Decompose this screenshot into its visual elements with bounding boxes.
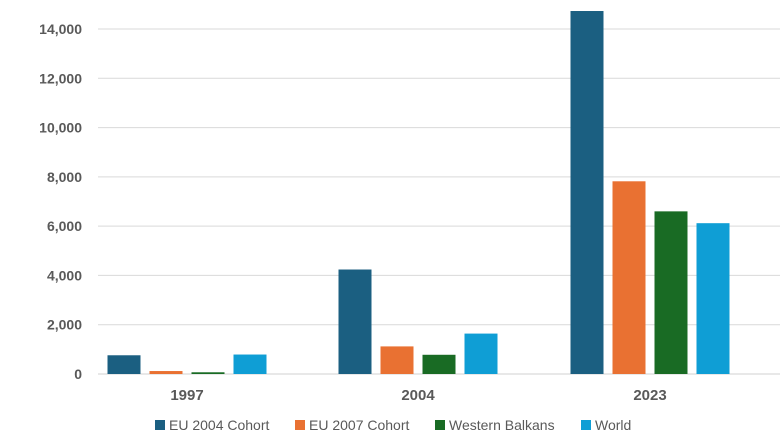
legend: EU 2004 Cohort EU 2007 Cohort Western Balk… [155,417,631,433]
bar-eu-2007-cohort-1997 [149,371,183,374]
y-axis-tick-labels: 0 2,000 4,000 6,000 8,000 10,000 12,000 14,000 [39,21,82,382]
bar-world-1997 [233,354,267,374]
bars [107,11,730,375]
y-tick-label: 2,000 [47,317,82,333]
y-tick-label: 12,000 [39,70,82,86]
bar-eu-2004-cohort-2023 [570,11,604,375]
legend-label: EU 2004 Cohort [169,417,270,433]
legend-swatch [155,420,165,430]
y-tick-label: 4,000 [47,267,82,283]
bar-western-balkans-2004 [422,354,456,374]
bar-world-2023 [696,223,730,374]
x-tick-label: 2023 [633,387,666,404]
bar-eu-2007-cohort-2004 [380,346,414,374]
y-tick-label: 0 [74,366,82,382]
legend-label: Western Balkans [449,417,555,433]
bar-world-2004 [464,333,498,374]
legend-swatch [581,420,591,430]
y-tick-label: 14,000 [39,21,82,37]
gridlines [98,28,780,375]
bar-eu-2007-cohort-2023 [612,181,646,374]
y-tick-label: 10,000 [39,120,82,136]
y-tick-label: 6,000 [47,218,82,234]
y-tick-label: 8,000 [47,169,82,185]
bar-eu-2004-cohort-1997 [107,355,141,374]
x-axis-tick-labels: 1997 2004 2023 [170,387,666,404]
legend-swatch [295,420,305,430]
bar-eu-2004-cohort-2004 [338,269,372,374]
legend-swatch [435,420,445,430]
bar-western-balkans-1997 [191,372,225,374]
legend-label: World [595,417,631,433]
bar-western-balkans-2023 [654,211,688,374]
x-tick-label: 1997 [170,387,203,404]
x-tick-label: 2004 [401,387,435,404]
legend-label: EU 2007 Cohort [309,417,410,433]
